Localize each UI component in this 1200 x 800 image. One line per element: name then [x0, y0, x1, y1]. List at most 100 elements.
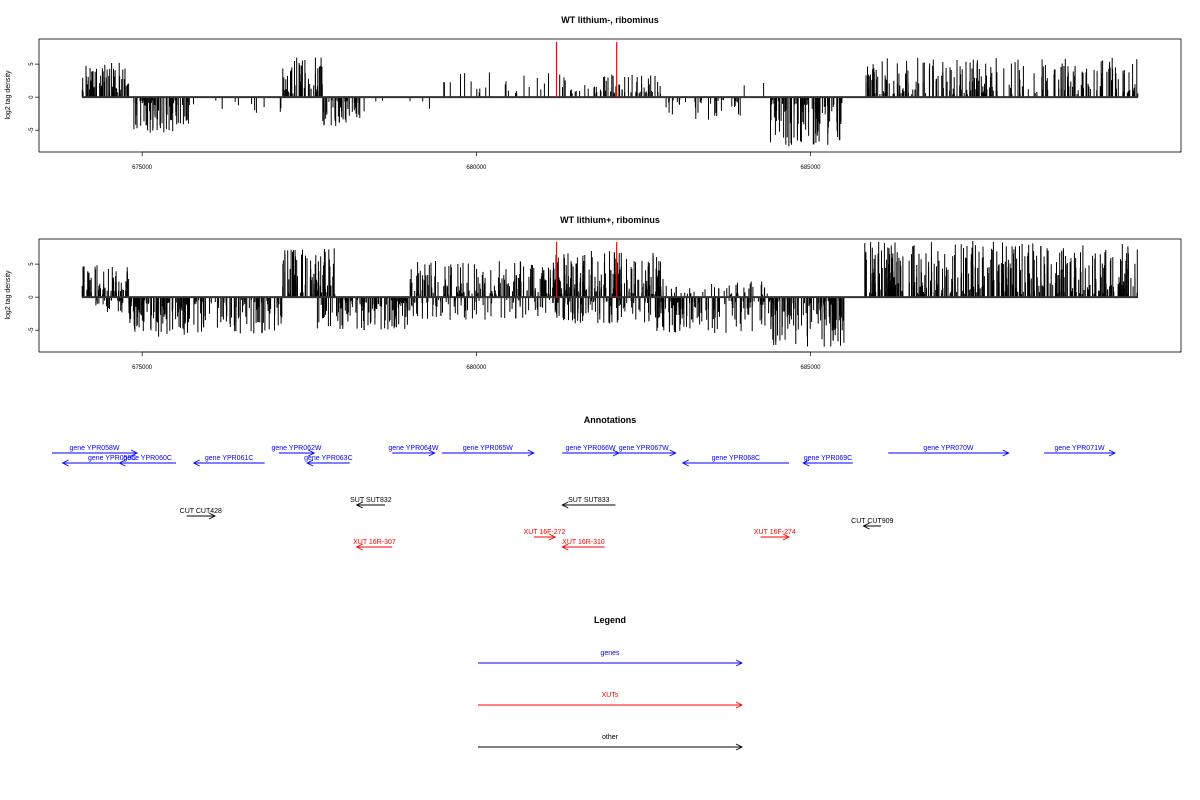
x-tick-label: 675000 — [132, 165, 153, 171]
x-axis: 675000 680000 685000 — [132, 351, 821, 371]
feature-label: gene YPR069C — [804, 455, 853, 462]
feature-arrowhead — [355, 501, 363, 509]
legend-item: genes — [478, 650, 744, 667]
position-markers — [555, 242, 618, 298]
feature-label: gene YPR070W — [923, 445, 973, 452]
feature-arrowhead — [561, 501, 569, 509]
feature-arrowhead — [782, 533, 791, 541]
feature-arrowhead — [527, 449, 535, 457]
panel-title: WT lithium+, ribominus — [560, 215, 660, 225]
feature-label: CUT CUT428 — [180, 508, 222, 515]
feature-label: gene YPR067W — [619, 445, 669, 452]
feature-label: gene YPR071W — [1055, 445, 1105, 452]
y-axis: -5 0 5 — [29, 62, 40, 133]
annotation-feature: gene YPR064W — [388, 445, 439, 457]
annotation-feature: CUT CUT428 — [180, 508, 222, 520]
annotation-feature: gene YPR063C — [304, 455, 353, 467]
feature-label: XUT 16R-307 — [353, 539, 396, 546]
feature-label: gene YPR060C — [123, 455, 172, 462]
signal-bars — [81, 57, 1139, 147]
feature-arrowhead — [862, 522, 870, 530]
feature-arrowhead — [681, 459, 689, 467]
feature-arrowhead — [428, 449, 436, 457]
feature-arrowhead — [130, 449, 139, 457]
legend-label: other — [602, 734, 619, 741]
annotation-feature: gene YPR062W — [271, 445, 322, 457]
feature-arrowhead — [61, 459, 69, 467]
legend-arrowhead — [735, 701, 744, 709]
feature-arrowhead — [561, 543, 569, 551]
legend-title: Legend — [594, 615, 626, 625]
feature-arrowhead — [355, 543, 363, 551]
annotation-feature: gene YPR066W — [562, 445, 620, 457]
annotation-feature: gene YPR068C — [681, 455, 790, 467]
legend-arrowhead — [735, 659, 744, 667]
panel-title: WT lithium-, ribominus — [561, 15, 659, 25]
feature-arrowhead — [208, 512, 216, 520]
legend-arrowhead — [735, 743, 744, 751]
annotation-feature: gene YPR061C — [192, 455, 265, 467]
x-tick-label: 685000 — [800, 165, 821, 171]
legend-item: other — [478, 734, 744, 751]
annotation-feature: XUT 16R-310 — [561, 539, 605, 551]
signal-bars — [81, 241, 1138, 347]
y-tick-label: -5 — [29, 127, 35, 133]
annotation-feature: SUT SUT832 — [350, 497, 392, 509]
annotation-feature: XUT 16R-307 — [353, 539, 396, 551]
y-tick-label: -5 — [29, 327, 35, 333]
y-axis-label: log2 tag density — [5, 270, 12, 320]
feature-arrowhead — [1002, 449, 1010, 457]
x-tick-label: 680000 — [466, 165, 487, 171]
feature-arrowhead — [118, 459, 126, 467]
annotation-feature: gene YPR067W — [611, 445, 677, 457]
x-axis: 675000 680000 685000 — [132, 151, 821, 171]
x-tick-label: 680000 — [466, 365, 487, 371]
feature-arrowhead — [306, 459, 314, 467]
feature-label: XUT 16F-272 — [524, 529, 566, 536]
feature-label: gene YPR066W — [566, 445, 616, 452]
annotation-feature: XUT 16F-274 — [754, 529, 796, 541]
y-axis: -5 0 5 — [29, 262, 40, 333]
annotation-feature: gene YPR058W — [52, 445, 139, 457]
annotation-feature: XUT 16F-272 — [524, 529, 566, 541]
x-tick-label: 675000 — [132, 365, 153, 371]
annotations-title: Annotations — [584, 415, 637, 425]
feature-label: gene YPR059C — [88, 455, 137, 462]
annotation-feature: gene YPR071W — [1044, 445, 1117, 457]
feature-arrowhead — [192, 459, 200, 467]
feature-arrowhead — [1108, 449, 1117, 457]
feature-label: XUT 16R-310 — [562, 539, 605, 546]
annotation-feature: SUT SUT833 — [561, 497, 616, 509]
annotation-feature: gene YPR069C — [802, 455, 853, 467]
feature-label: SUT SUT832 — [350, 497, 392, 504]
y-axis-label: log2 tag density — [5, 70, 12, 120]
position-markers — [555, 42, 618, 98]
feature-label: gene YPR058W — [69, 445, 119, 452]
annotation-feature: gene YPR065W — [441, 445, 535, 457]
feature-arrowhead — [548, 533, 557, 541]
x-tick-label: 685000 — [800, 365, 821, 371]
feature-label: XUT 16F-274 — [754, 529, 796, 536]
feature-label: SUT SUT833 — [568, 497, 610, 504]
y-tick-label: 0 — [29, 295, 35, 299]
legend-label: XUTs — [602, 692, 619, 699]
feature-arrowhead — [802, 459, 810, 467]
feature-label: gene YPR064W — [388, 445, 438, 452]
feature-label: gene YPR065W — [463, 445, 513, 452]
annotation-feature: gene YPR060C — [118, 455, 177, 467]
feature-arrowhead — [669, 449, 677, 457]
y-tick-label: 5 — [29, 262, 35, 266]
legend-item: XUTs — [478, 692, 744, 709]
annotation-feature: CUT CUT909 — [851, 518, 894, 530]
y-tick-label: 5 — [29, 62, 35, 66]
feature-arrowhead — [308, 449, 316, 457]
feature-label: gene YPR068C — [712, 455, 761, 462]
track-panel-lithium-plus: WT lithium+, ribominus log2 tag density … — [5, 215, 1182, 371]
legend-items: genes XUTs other — [478, 650, 744, 751]
track-panel-lithium-minus: WT lithium-, ribominus log2 tag density … — [5, 15, 1182, 171]
feature-label: gene YPR061C — [205, 455, 254, 462]
feature-label: gene YPR062W — [271, 445, 321, 452]
